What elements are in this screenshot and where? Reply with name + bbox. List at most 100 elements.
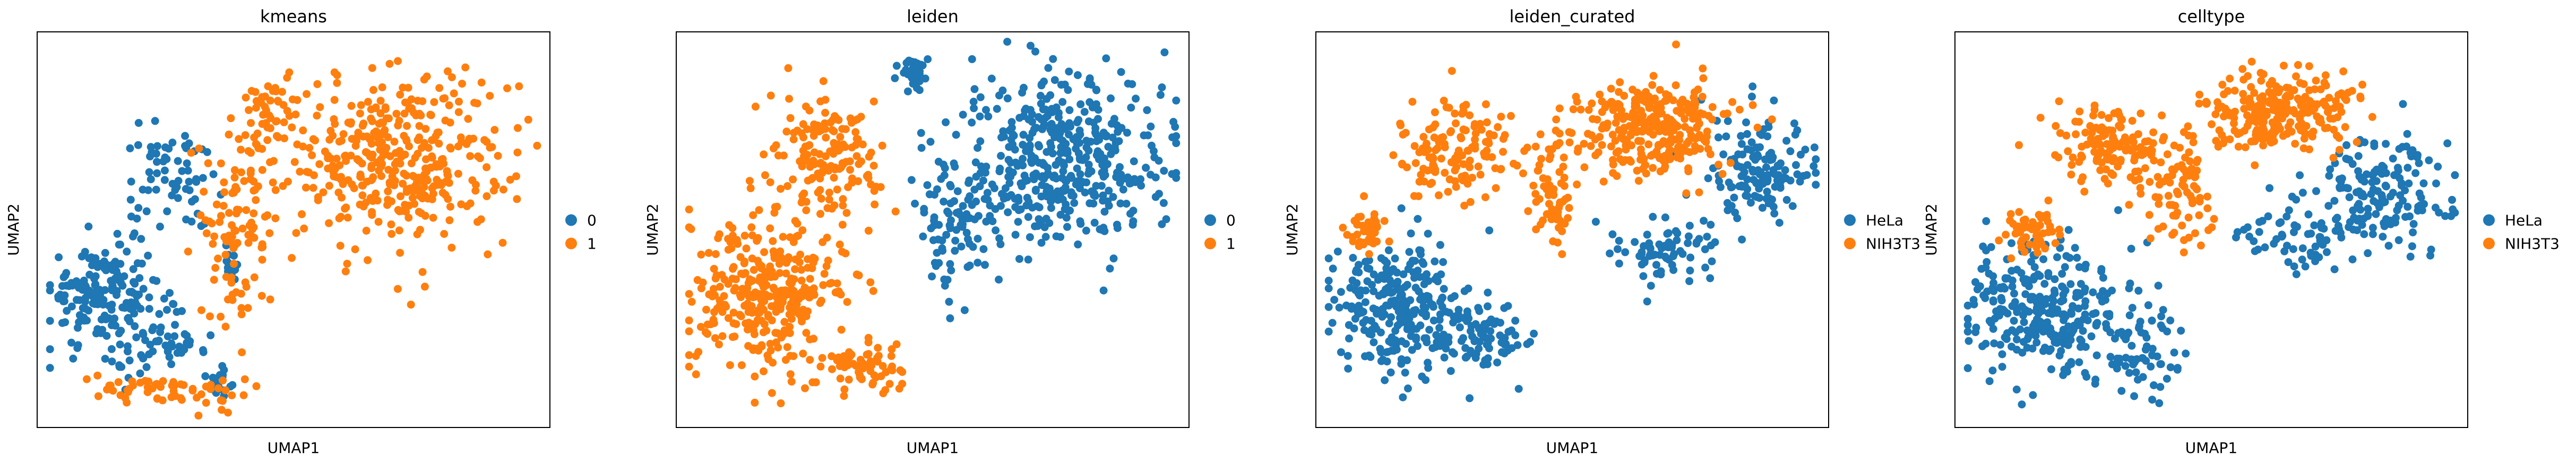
data-point <box>1607 142 1615 151</box>
data-point <box>1459 160 1468 168</box>
data-point <box>1064 85 1072 94</box>
data-point <box>247 166 255 175</box>
data-point <box>403 122 411 130</box>
data-point <box>2251 161 2259 169</box>
data-point <box>1663 229 1672 238</box>
data-point <box>252 196 260 204</box>
data-point <box>1329 264 1337 273</box>
data-point <box>181 132 189 140</box>
data-point <box>117 327 125 335</box>
data-point <box>319 188 328 196</box>
data-point <box>1142 164 1150 172</box>
data-point <box>1048 149 1057 158</box>
data-point <box>1552 115 1561 124</box>
data-point <box>855 271 863 280</box>
data-point <box>852 134 861 143</box>
data-point <box>1433 275 1441 283</box>
data-point <box>2046 345 2055 354</box>
data-point <box>1442 103 1451 112</box>
data-point <box>2179 128 2188 136</box>
data-point <box>2015 208 2023 216</box>
data-point <box>2271 88 2279 96</box>
data-point <box>344 176 352 184</box>
data-point <box>2182 169 2191 178</box>
data-point <box>926 138 935 146</box>
data-point <box>1063 146 1072 155</box>
data-point <box>834 353 843 362</box>
data-point <box>400 109 409 118</box>
data-point <box>372 189 380 198</box>
data-point <box>338 193 346 202</box>
data-point <box>1569 105 1578 114</box>
data-point <box>2360 230 2368 238</box>
data-point <box>1424 358 1432 367</box>
data-point <box>1057 81 1065 89</box>
data-point <box>730 286 738 295</box>
data-point <box>133 215 141 223</box>
data-point <box>2419 179 2428 187</box>
data-point <box>768 389 776 397</box>
data-point <box>1428 156 1437 164</box>
data-point <box>1056 149 1065 157</box>
data-point <box>2044 217 2052 226</box>
data-point <box>2006 210 2015 218</box>
data-point <box>101 355 109 363</box>
data-point <box>762 327 771 335</box>
data-point <box>782 127 791 136</box>
data-point <box>2141 164 2149 173</box>
data-point <box>498 238 507 247</box>
data-point <box>163 332 172 340</box>
data-point <box>2312 76 2320 85</box>
data-point <box>454 108 463 116</box>
data-point <box>749 211 757 219</box>
data-point <box>2298 189 2307 197</box>
data-point <box>1172 96 1181 105</box>
data-point <box>93 371 102 380</box>
data-point <box>299 126 307 135</box>
data-point <box>787 378 796 386</box>
data-point <box>1596 90 1604 99</box>
data-point <box>407 159 416 168</box>
data-point <box>2148 396 2157 404</box>
data-point <box>1723 199 1731 207</box>
data-point <box>777 399 785 407</box>
data-point <box>364 256 372 264</box>
data-point <box>838 220 847 229</box>
data-point <box>1365 256 1373 264</box>
data-point <box>2048 305 2056 313</box>
data-point <box>1151 193 1160 201</box>
data-point <box>1458 109 1466 118</box>
data-point <box>1661 213 1669 221</box>
data-point <box>368 64 376 72</box>
data-point <box>1037 115 1046 124</box>
data-point <box>161 153 169 161</box>
data-point <box>199 348 208 356</box>
data-point <box>1499 337 1507 345</box>
data-point <box>397 192 404 201</box>
data-point <box>413 97 422 105</box>
data-point <box>711 334 719 343</box>
data-point <box>809 132 818 140</box>
data-point <box>405 105 413 113</box>
data-point <box>2311 257 2320 266</box>
data-point <box>798 226 807 235</box>
data-point <box>874 344 882 352</box>
data-point <box>800 284 809 292</box>
data-point <box>2345 193 2354 201</box>
data-point <box>1768 115 1776 124</box>
data-point <box>2008 283 2017 291</box>
data-point <box>2281 109 2289 118</box>
data-point <box>265 112 273 119</box>
data-point <box>1567 129 1576 137</box>
data-point <box>1037 238 1046 247</box>
data-point <box>2060 310 2068 319</box>
data-point <box>1158 83 1166 91</box>
data-point <box>908 74 916 82</box>
data-point <box>412 178 421 187</box>
data-point <box>192 178 201 186</box>
data-point <box>2372 177 2381 185</box>
data-point <box>1649 72 1658 80</box>
data-point <box>2091 380 2099 388</box>
data-point <box>1082 226 1090 235</box>
data-point <box>1419 133 1428 141</box>
